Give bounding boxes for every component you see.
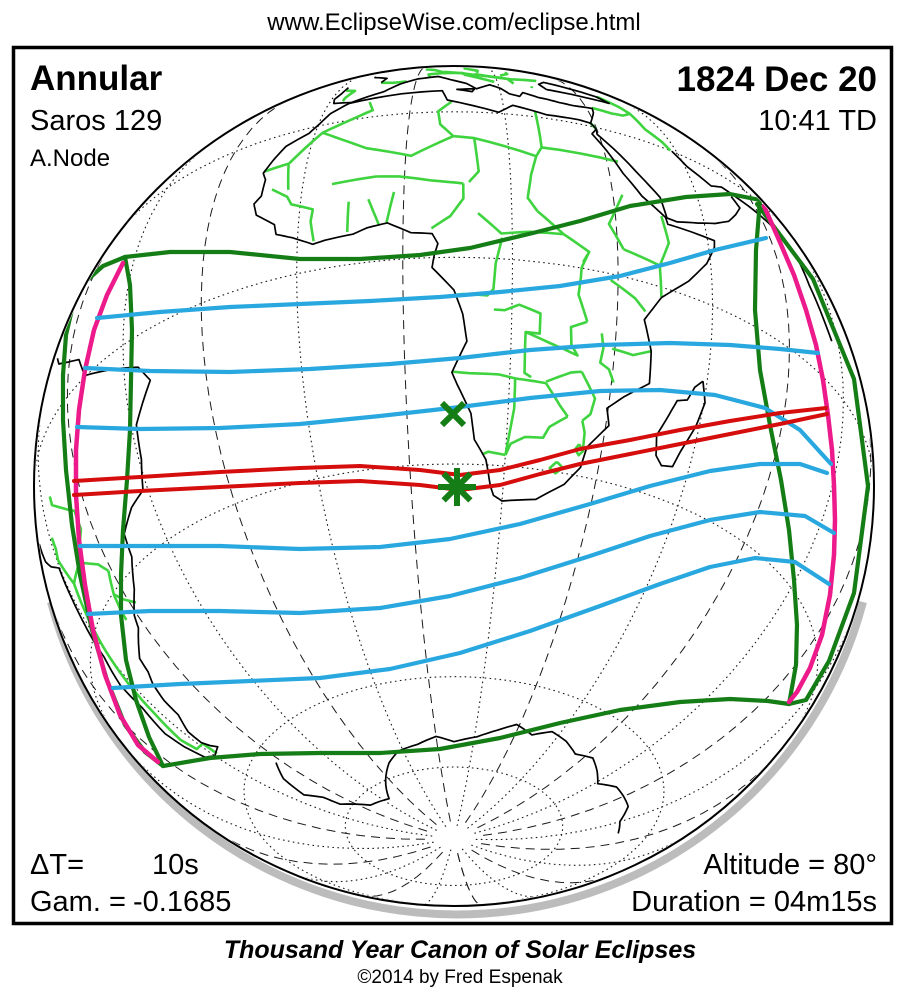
path-limit-north <box>72 406 828 483</box>
gamma-value: -0.1685 <box>133 886 231 918</box>
magnitude-curve-2 <box>82 340 821 375</box>
copyright-text: ©2014 by Fred Espenak <box>357 967 563 988</box>
greatest-duration-marker <box>439 400 467 428</box>
map-frame <box>11 45 894 926</box>
limb-shadow <box>47 600 867 919</box>
east-limb-limit <box>754 201 871 707</box>
delta-t-label: ΔT= <box>30 849 84 881</box>
magnitude-curve-5 <box>85 509 837 617</box>
site-url-text: www.EclipseWise.com/eclipse.html <box>266 9 640 36</box>
globe-map <box>33 65 875 919</box>
magnitude-curve-3 <box>74 387 834 467</box>
greatest-eclipse-marker <box>438 468 476 506</box>
magnitude-curve-4 <box>77 461 830 552</box>
path-limit-south <box>72 412 829 497</box>
magnitude-curve-1 <box>94 235 769 321</box>
altitude-label: Altitude = 80° <box>703 849 877 881</box>
node-label: A.Node <box>30 145 110 172</box>
east-limit-inner <box>752 197 800 707</box>
west-limit-inner <box>118 254 166 769</box>
magnitude-curve-6 <box>110 555 832 691</box>
globe-limb <box>33 65 875 907</box>
eclipse-markers <box>438 400 476 506</box>
gamma-label: Gam. = <box>30 886 126 918</box>
saros-label: Saros 129 <box>30 105 162 137</box>
eclipse-time-label: 10:41 TD <box>758 105 877 137</box>
penumbral-limit-south <box>160 696 792 769</box>
eclipse-type-label: Annular <box>30 59 163 98</box>
duration-label: Duration = 04m15s <box>631 886 877 918</box>
sunrise-sunset-west <box>73 260 161 765</box>
canon-title: Thousand Year Canon of Solar Eclipses <box>224 936 696 964</box>
delta-t-value: 10s <box>152 849 199 881</box>
eclipse-curves <box>60 191 871 769</box>
sunrise-sunset-east <box>761 203 838 705</box>
globe-content <box>35 67 873 905</box>
eclipse-date-label: 1824 Dec 20 <box>677 60 877 99</box>
penumbral-limit-north <box>122 191 763 262</box>
